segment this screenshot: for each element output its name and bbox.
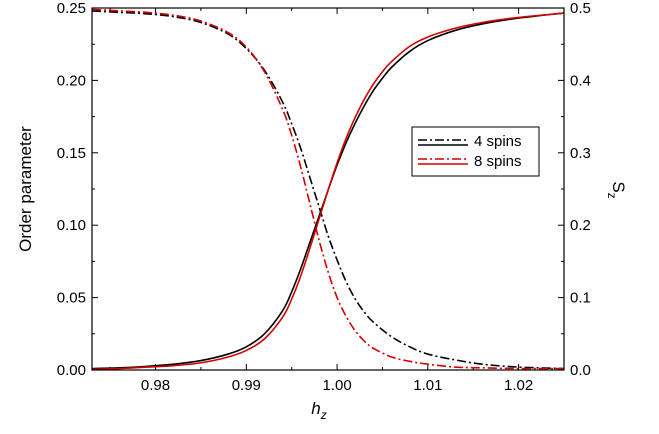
y-right-tick-label: 0.3 bbox=[570, 145, 591, 162]
y-left-tick-label: 0.15 bbox=[57, 145, 86, 162]
legend-box bbox=[411, 126, 540, 177]
x-tick-label: 0.99 bbox=[232, 377, 261, 394]
series-line-1 bbox=[92, 8, 564, 370]
series-line-3 bbox=[92, 12, 564, 370]
y-left-tick-label: 0.10 bbox=[57, 217, 86, 234]
y-left-tick-label: 0.05 bbox=[57, 290, 86, 307]
y-left-tick-label: 0.20 bbox=[57, 72, 86, 89]
y-right-tick-label: 0.1 bbox=[570, 290, 591, 307]
y-left-ticks-group: 0.00 0.05 0.10 0.15 0.20 0.25 bbox=[57, 0, 98, 379]
legend-label-0: 4 spins bbox=[474, 133, 522, 150]
series-line-0 bbox=[92, 10, 564, 370]
y-right-tick-label: 0.2 bbox=[570, 217, 591, 234]
y-right-tick-label: 0.5 bbox=[570, 0, 591, 17]
x-tick-label: 1.00 bbox=[322, 377, 351, 394]
y-right-ticks-group: 0.0 0.1 0.2 0.3 0.4 0.5 bbox=[558, 0, 591, 379]
y-left-tick-label: 0.00 bbox=[57, 362, 86, 379]
y-left-axis-title: Order parameter bbox=[16, 126, 35, 252]
y-right-axis-title-main: S bbox=[609, 181, 628, 192]
x-tick-label: 1.01 bbox=[413, 377, 442, 394]
x-ticks-group: 0.98 0.99 1.00 1.01 1.02 bbox=[109, 8, 533, 394]
x-tick-label: 1.02 bbox=[504, 377, 533, 394]
y-left-tick-label: 0.25 bbox=[57, 0, 86, 17]
y-right-tick-label: 0.0 bbox=[570, 362, 591, 379]
svg-text:Sz: Sz bbox=[605, 181, 628, 198]
y-right-axis-title: Sz bbox=[605, 181, 628, 198]
series-group bbox=[92, 8, 564, 370]
y-right-axis-title-sub: z bbox=[605, 193, 619, 199]
plot-frame bbox=[91, 7, 565, 371]
legend: 4 spins 8 spins bbox=[411, 126, 540, 177]
x-axis-title-main: h bbox=[311, 399, 320, 418]
x-tick-label: 0.98 bbox=[141, 377, 170, 394]
y-right-tick-label: 0.4 bbox=[570, 72, 591, 89]
legend-label-1: 8 spins bbox=[474, 153, 522, 170]
x-axis-title: hz bbox=[311, 399, 326, 422]
x-axis-title-sub: z bbox=[320, 408, 327, 422]
